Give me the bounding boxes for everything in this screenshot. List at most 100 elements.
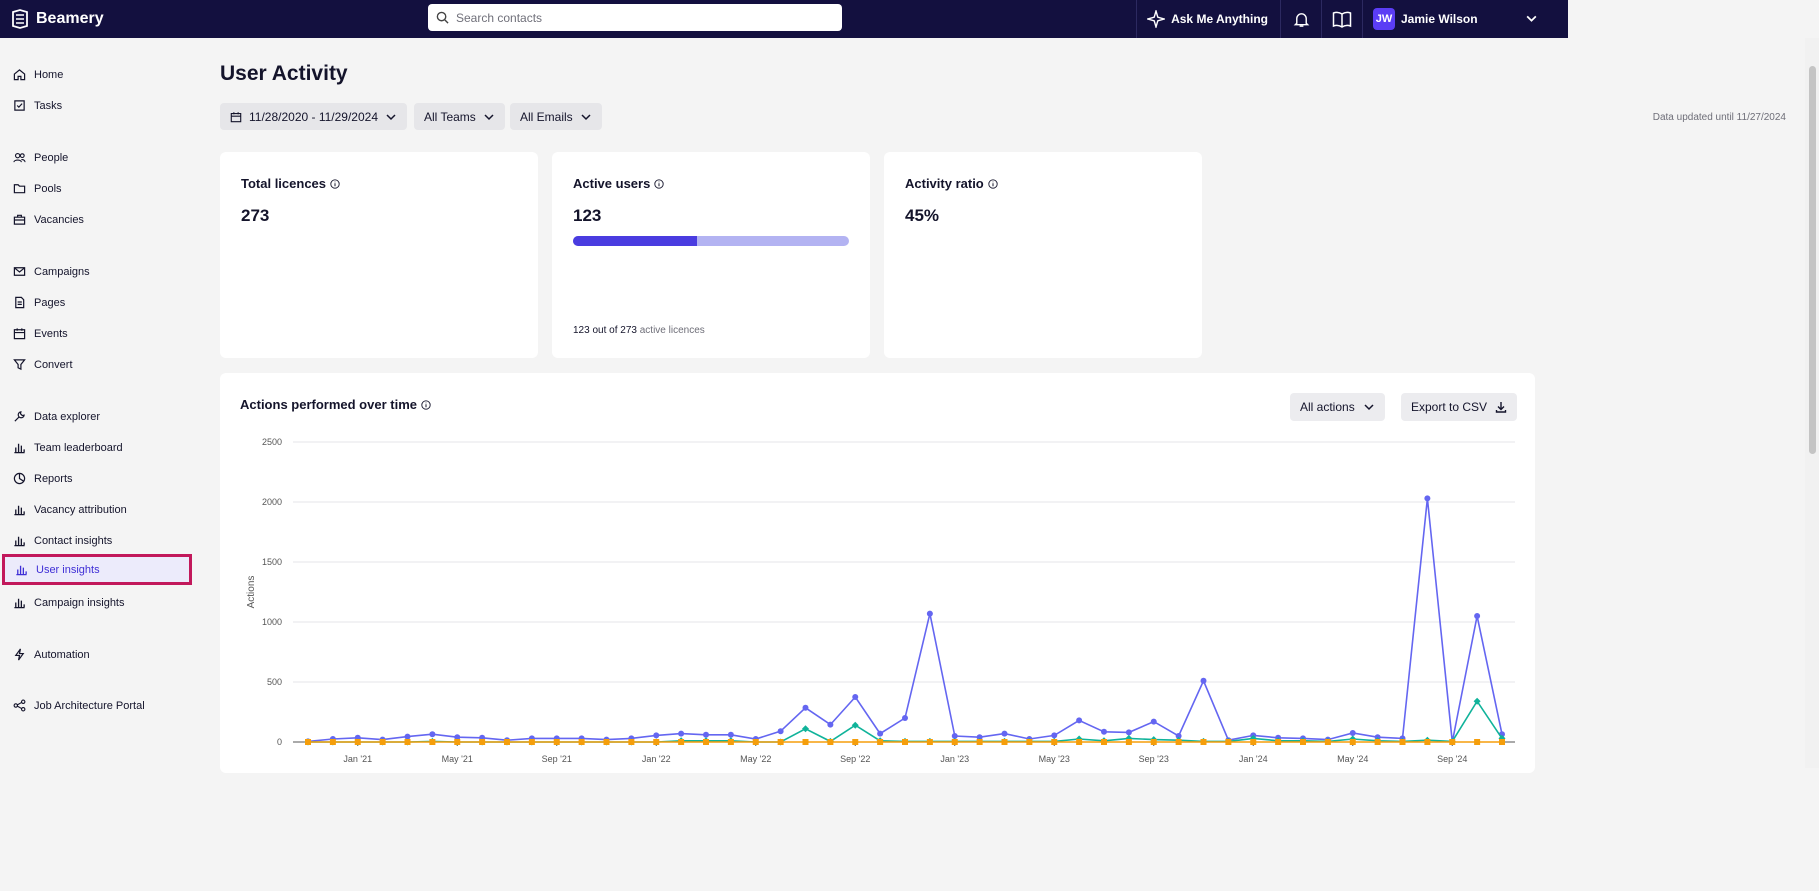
x-tick-label: May '21 [442,754,473,764]
sidebar-item-label: Pages [34,296,66,309]
date-range-label: 11/28/2020 - 11/29/2024 [249,109,378,124]
info-icon[interactable] [654,178,664,189]
card-title: Active users [573,176,664,191]
search-input[interactable] [456,10,816,25]
data-point [504,739,510,745]
help-docs-button[interactable] [1321,0,1362,38]
data-point [727,731,734,738]
sidebar-item-label: Campaign insights [34,596,125,609]
sidebar-item-campaign-insights[interactable]: Campaign insights [0,587,194,618]
sidebar-item-convert[interactable]: Convert [0,349,194,380]
calendar-icon [13,328,26,340]
actions-filter-label: All actions [1300,400,1355,414]
chart-title-text: Actions performed over time [240,397,417,412]
scrollbar-thumb[interactable] [1809,66,1816,454]
mail-icon [13,267,26,276]
folder-icon [13,184,26,194]
sidebar-item-vacancy-attribution[interactable]: Vacancy attribution [0,494,194,525]
sidebar-item-vacancies[interactable]: Vacancies [0,204,194,235]
y-tick-label: 2000 [262,497,282,507]
data-point [653,732,660,739]
date-range-filter[interactable]: 11/28/2020 - 11/29/2024 [220,103,407,130]
data-point [802,725,809,733]
search-box[interactable] [428,4,842,31]
notifications-button[interactable] [1280,0,1321,38]
sidebar-item-label: Data explorer [34,410,101,423]
card-title-text: Activity ratio [905,176,984,191]
sidebar-item-user-insights[interactable]: User insights [2,554,192,585]
data-point [1225,739,1232,745]
data-point [1474,613,1481,619]
data-point [1200,677,1207,684]
info-icon[interactable] [330,178,340,189]
chevron-down-icon [1364,404,1374,411]
data-point [1076,717,1083,724]
data-point [429,731,436,738]
data-point [1424,495,1431,502]
data-point [1399,739,1406,745]
data-point [1076,739,1083,745]
card-value: 123 [573,206,602,225]
data-point [678,739,685,745]
sidebar-item-tasks[interactable]: Tasks [0,90,194,121]
sidebar-item-pages[interactable]: Pages [0,287,194,318]
data-point [926,610,933,617]
data-point [404,733,411,740]
x-tick-label: May '24 [1337,754,1368,764]
data-point [777,739,784,745]
sidebar-item-label: Job Architecture Portal [34,699,145,712]
data-point [902,739,908,745]
bar-chart-icon [14,505,25,516]
brand-logo[interactable]: Beamery [10,9,104,29]
sidebar-item-campaigns[interactable]: Campaigns [0,256,194,287]
actions-filter-dropdown[interactable]: All actions [1290,393,1385,421]
card-title: Total licences [241,176,340,191]
data-point [1449,739,1456,745]
data-point [1324,739,1331,745]
sidebar-item-label: People [34,151,69,164]
sidebar-item-pools[interactable]: Pools [0,173,194,204]
data-point [1125,739,1132,745]
card-value: 273 [241,206,270,225]
data-point [1001,730,1008,737]
data-point [752,739,759,745]
data-point [877,730,884,737]
data-point [703,739,709,745]
data-point [1275,739,1282,745]
actions-over-time-panel: 0 500 1000 1500 2000 2500 Actions Jan '21 May '2… [220,373,1535,773]
data-point [1150,718,1157,725]
sidebar-item-label: Convert [34,358,73,371]
total-licences-card: Total licences 273 [220,152,538,358]
sidebar-item-contact-insights[interactable]: Contact insights [0,525,194,556]
sidebar-item-reports[interactable]: Reports [0,463,194,494]
user-menu[interactable]: JW Jamie Wilson [1362,0,1568,38]
data-point [802,704,809,711]
data-point [603,739,610,745]
sidebar-item-label: Automation [34,648,90,661]
wrench-icon [14,411,25,422]
page-scrollbar[interactable] [1805,38,1819,768]
data-point [851,721,859,729]
sidebar-item-events[interactable]: Events [0,318,194,349]
emails-filter[interactable]: All Emails [510,103,602,130]
sidebar-item-label: Pools [34,182,62,195]
sidebar-item-job-architecture-portal[interactable]: Job Architecture Portal [0,690,194,721]
data-point [827,721,834,728]
sidebar-item-home[interactable]: Home [0,59,194,90]
sidebar-item-data-explorer[interactable]: Data explorer [0,401,194,432]
data-point [1175,739,1182,745]
hierarchy-icon [13,699,26,712]
y-tick-label: 0 [277,737,282,747]
sidebar-item-team-leaderboard[interactable]: Team leaderboard [0,432,194,463]
sidebar-item-people[interactable]: People [0,142,194,173]
info-icon[interactable] [421,399,431,410]
data-point [802,739,809,745]
sidebar-item-automation[interactable]: Automation [0,639,194,670]
ask-me-anything-button[interactable]: Ask Me Anything [1136,0,1280,38]
info-icon[interactable] [988,178,998,189]
data-point [951,739,958,745]
teams-filter[interactable]: All Teams [414,103,505,130]
export-csv-button[interactable]: Export to CSV [1401,393,1518,421]
chevron-down-icon [484,113,494,120]
data-point [1473,697,1481,705]
